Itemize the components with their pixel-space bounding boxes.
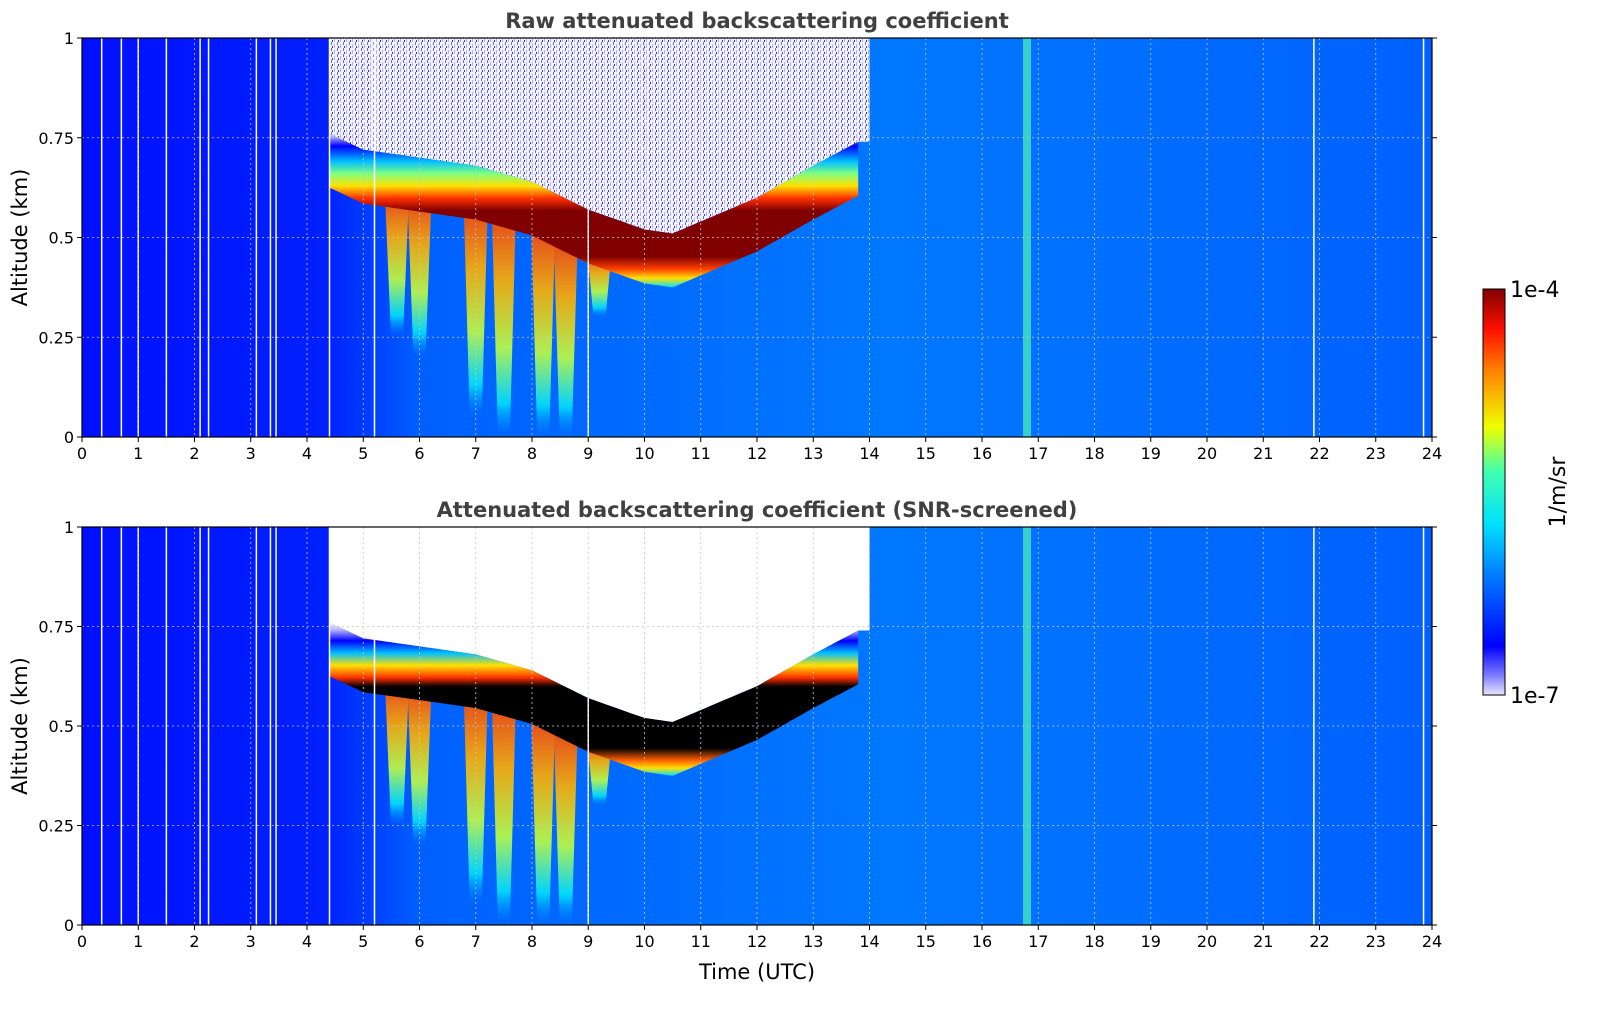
x-tick-label: 10	[634, 444, 654, 463]
x-tick-label: 22	[1309, 932, 1329, 951]
precipitation-shaft	[385, 194, 409, 338]
x-tick-label: 21	[1253, 444, 1273, 463]
clear-sky-region	[329, 527, 870, 722]
heatmap-area	[82, 38, 1432, 437]
x-tick-label: 19	[1141, 932, 1161, 951]
x-tick-label: 23	[1366, 932, 1386, 951]
y-tick-label: 0	[64, 916, 74, 935]
x-tick-label: 8	[527, 932, 537, 951]
x-tick-label: 9	[583, 932, 593, 951]
x-tick-label: 3	[246, 932, 256, 951]
x-tick-label: 7	[471, 932, 481, 951]
x-tick-label: 13	[803, 932, 823, 951]
colorbar-unit-label: 1/m/sr	[1546, 456, 1571, 528]
x-tick-label: 12	[747, 932, 767, 951]
y-tick-label: 0.25	[38, 328, 74, 347]
x-tick-label: 17	[1028, 444, 1048, 463]
x-tick-label: 0	[77, 444, 87, 463]
x-tick-label: 2	[189, 444, 199, 463]
x-tick-label: 15	[916, 444, 936, 463]
y-tick-label: 1	[64, 518, 74, 537]
x-tick-label: 20	[1197, 932, 1217, 951]
heatmap-area	[82, 527, 1432, 925]
colorbar: 1e-4 1e-7 1/m/sr	[1482, 278, 1571, 709]
panel-1: 0 1 2 3 4 5 6 7 8 9 10 11 12 13 14 15 16 17 18 19 20 21 22 23 24…	[8, 9, 1442, 463]
x-tick-label: 5	[358, 932, 368, 951]
y-tick-label: 0	[64, 428, 74, 447]
precipitation-shaft	[463, 205, 488, 418]
precipitation-shaft	[385, 683, 409, 826]
x-tick-label: 4	[302, 444, 312, 463]
x-tick-label: 6	[414, 932, 424, 951]
precipitation-shaft	[553, 238, 578, 437]
colorbar-max-label: 1e-4	[1510, 278, 1559, 303]
x-tick-label: 14	[859, 444, 879, 463]
precipitation-shaft	[553, 726, 578, 925]
x-tick-label: 15	[916, 932, 936, 951]
chart-title: Attenuated backscattering coefficient (S…	[437, 498, 1078, 522]
x-tick-label: 1	[133, 932, 143, 951]
precipitation-shaft	[531, 715, 556, 925]
x-tick-label: 13	[803, 444, 823, 463]
chart-title: Raw attenuated backscattering coefficien…	[505, 9, 1009, 33]
x-tick-label: 20	[1197, 444, 1217, 463]
x-tick-label: 16	[972, 932, 992, 951]
y-tick-label: 0.25	[38, 817, 74, 836]
x-tick-label: 1	[133, 444, 143, 463]
x-tick-label: 11	[691, 932, 711, 951]
x-tick-label: 23	[1366, 444, 1386, 463]
cloud-layer	[329, 133, 859, 288]
y-tick-label: 0.5	[49, 717, 74, 736]
x-tick-label: 16	[972, 444, 992, 463]
x-tick-label: 22	[1309, 444, 1329, 463]
x-tick-label: 14	[859, 932, 879, 951]
x-tick-label: 7	[471, 444, 481, 463]
y-axis-label: Altitude (km)	[8, 169, 32, 307]
x-axis-label: Time (UTC)	[698, 960, 815, 984]
y-tick-label: 1	[64, 29, 74, 48]
y-tick-label: 0.75	[38, 129, 74, 148]
colorbar-min-label: 1e-7	[1510, 684, 1559, 709]
x-tick-label: 19	[1141, 444, 1161, 463]
x-tick-label: 18	[1084, 444, 1104, 463]
x-tick-label: 9	[583, 444, 593, 463]
x-tick-label: 0	[77, 932, 87, 951]
precipitation-shaft	[491, 702, 516, 925]
colorbar-scale	[1482, 288, 1506, 696]
precipitation-shaft	[491, 213, 516, 437]
x-tick-label: 8	[527, 444, 537, 463]
x-tick-label: 24	[1422, 932, 1442, 951]
cloud-layer	[329, 622, 859, 776]
precipitation-shaft	[531, 227, 556, 437]
x-tick-label: 24	[1422, 444, 1442, 463]
x-tick-label: 18	[1084, 932, 1104, 951]
precipitation-shaft	[463, 694, 488, 906]
x-tick-label: 11	[691, 444, 711, 463]
x-tick-label: 21	[1253, 932, 1273, 951]
x-tick-label: 5	[358, 444, 368, 463]
y-tick-label: 0.5	[49, 229, 74, 248]
y-tick-label: 0.75	[38, 618, 74, 637]
x-tick-label: 2	[189, 932, 199, 951]
x-tick-label: 17	[1028, 932, 1048, 951]
panel-2: 0 1 2 3 4 5 6 7 8 9 10 11 12 13 14 15 16 17 18 19 20 21 22 23 24…	[8, 498, 1442, 984]
x-tick-label: 3	[246, 444, 256, 463]
x-tick-label: 10	[634, 932, 654, 951]
y-axis-label: Altitude (km)	[8, 657, 32, 795]
x-tick-label: 6	[414, 444, 424, 463]
x-tick-label: 12	[747, 444, 767, 463]
x-tick-label: 4	[302, 932, 312, 951]
clear-sky-region	[329, 38, 870, 234]
